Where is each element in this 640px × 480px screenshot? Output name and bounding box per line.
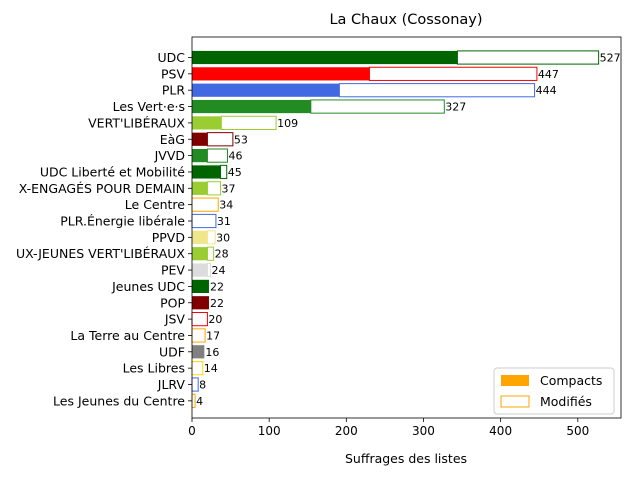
x-tick-label: 500 [566, 424, 589, 438]
bar-value-label: 34 [219, 199, 233, 212]
bar-value-label: 31 [217, 215, 231, 228]
category-label: Le Centre [125, 197, 186, 212]
axes-frame [191, 36, 622, 419]
bar-value-label: 22 [210, 297, 224, 310]
bar-modifies [191, 377, 199, 392]
chart-title: La Chaux (Cossonay) [329, 12, 482, 28]
category-label: JVVD [154, 148, 185, 163]
bar-value-label: 20 [208, 313, 222, 326]
category-label: PLR.Énergie libérale [60, 214, 185, 229]
bar-value-label: 527 [600, 52, 621, 65]
bar-modifies [191, 393, 196, 408]
bar-modifies [191, 312, 208, 327]
bar-value-label: 327 [445, 101, 466, 114]
bar-value-label: 24 [212, 264, 226, 277]
bar-modifies [206, 132, 234, 147]
category-label: Jeunes UDC [111, 279, 185, 294]
bar-modifies [206, 262, 212, 278]
category-label: PSV [161, 66, 185, 81]
bar-value-label: 447 [538, 68, 559, 81]
bar-compacts [192, 230, 208, 244]
bar-compacts [192, 116, 222, 130]
bar-modifies [206, 230, 216, 245]
x-axis-label: Suffrages des listes [345, 451, 467, 466]
category-label: Les Jeunes du Centre [53, 393, 185, 408]
category-label: X-ENGAGÉS POUR DEMAIN [19, 181, 185, 196]
bar-modifies [206, 181, 222, 196]
category-label: VERT'LIBÉRAUX [88, 115, 185, 130]
plot-frame [191, 36, 622, 419]
bar-compacts [192, 345, 205, 359]
category-label: La Terre au Centre [70, 328, 185, 343]
legend: Compacts Modifiés [493, 367, 615, 415]
bar-value-label: 16 [205, 346, 219, 359]
bar-modifies [338, 83, 536, 98]
category-label: JSV [164, 312, 186, 327]
x-tick-label: 100 [258, 424, 281, 438]
x-tick-label: 400 [489, 424, 512, 438]
x-tick-label: 300 [412, 424, 435, 438]
bar-modifies [191, 361, 204, 376]
bar-value-label: 444 [536, 84, 557, 97]
bar-value-label: 17 [206, 329, 220, 342]
category-label: POP [160, 295, 185, 310]
bar-modifies [206, 148, 228, 163]
bar-modifies [191, 328, 206, 343]
bar-value-label: 30 [216, 231, 230, 244]
category-label: PLR [162, 83, 186, 98]
bar-value-label: 22 [210, 280, 224, 293]
bar-value-label: 37 [222, 182, 236, 195]
bar-value-label: 46 [228, 150, 242, 163]
bar-value-label: 28 [215, 248, 229, 261]
bar-compacts [192, 296, 209, 310]
category-label: EàG [160, 132, 185, 147]
category-label: JLRV [157, 377, 186, 392]
category-label: Les Vert·e·s [113, 99, 185, 114]
category-label: UDC [157, 50, 185, 65]
bar-modifies [206, 246, 215, 261]
category-label: Les Libres [123, 361, 185, 376]
x-tick-label: 0 [188, 424, 196, 438]
bar-value-label: 109 [277, 117, 298, 130]
bar-compacts [192, 247, 208, 261]
legend-swatch [501, 375, 529, 386]
category-label: PPVD [152, 230, 185, 245]
bar-value-label: 14 [204, 362, 218, 375]
bar-value-label: 4 [196, 395, 203, 408]
bar-modifies [191, 213, 217, 229]
bars-group: 527 447 444 327 109 53 46 45 37 34 31 30 28 24 22 22 20 1… [191, 50, 621, 408]
bar-compacts [192, 165, 221, 179]
category-label: UDC Liberté et Mobilité [40, 164, 185, 179]
legend-swatch [500, 395, 530, 408]
bar-compacts [192, 263, 208, 277]
bar-compacts [192, 279, 209, 293]
x-axis: 0 100 200 300 400 500 [188, 418, 589, 438]
bar-compacts [192, 99, 311, 114]
x-tick-label: 200 [335, 424, 358, 438]
bar-modifies [310, 99, 445, 114]
category-label: UDF [159, 344, 185, 359]
bar-compacts [192, 83, 340, 97]
bar-compacts [192, 181, 208, 195]
bar-modifies [368, 66, 538, 81]
bar-value-label: 8 [199, 379, 206, 392]
bar-compacts [192, 50, 458, 65]
legend-label: Modifiés [540, 394, 592, 409]
bar-modifies [220, 115, 277, 131]
bar-value-label: 45 [228, 166, 242, 179]
category-label: PEV [161, 263, 185, 278]
category-label: UX-JEUNES VERT'LIBÉRAUX [16, 246, 185, 261]
bar-modifies [220, 164, 228, 180]
bar-value-label: 53 [234, 133, 248, 146]
bar-modifies [191, 197, 219, 212]
bar-compacts [192, 67, 370, 81]
bar-modifies [456, 50, 600, 65]
legend-label: Compacts [540, 373, 602, 388]
bar-compacts [192, 149, 208, 163]
bar-compacts [192, 132, 208, 146]
